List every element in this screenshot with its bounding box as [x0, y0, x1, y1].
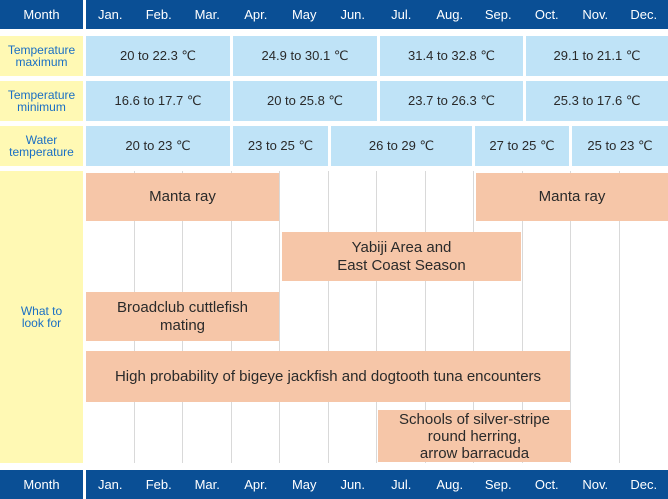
row-label-temp-min-line1: Temperature: [7, 88, 76, 102]
water-temp-range-nov-dec: 25 to 23 ℃: [572, 126, 668, 166]
month-header-bottom-month: Jul.: [391, 477, 412, 492]
month-header-top-month: Feb.: [145, 7, 172, 22]
month-header-top-month: Jan.: [97, 7, 123, 22]
row-label-temp-max-line1: Temperature: [7, 43, 76, 57]
event-manta-ray-late: Manta ray: [476, 173, 668, 221]
row-label-temp-min: Temperature minimum: [0, 81, 83, 121]
month-header-bottom-month: Jan.: [97, 477, 123, 492]
event-yabiji-line1: Yabiji Area and: [351, 238, 452, 256]
month-header-top-month: Sep.: [484, 7, 512, 22]
water-temp-range-jan-mar: 20 to 23 ℃: [86, 126, 230, 166]
event-herring-line2: round herring,: [427, 427, 522, 445]
header-separator: [83, 0, 86, 29]
month-header-top-month: May: [291, 7, 317, 22]
temp-max-range-jan-mar: 20 to 22.3 ℃: [86, 36, 230, 76]
row-label-temp-max: Temperature maximum: [0, 36, 83, 76]
water-temp-range-jun-aug: 26 to 29 ℃: [331, 126, 472, 166]
event-cuttlefish-mating: Broadclub cuttlefish mating: [86, 292, 279, 341]
month-header-top: [0, 0, 668, 29]
month-header-top-month: Jul.: [391, 7, 412, 22]
temp-max-range-oct-dec: 29.1 to 21.1 ℃: [526, 36, 668, 76]
temp-max-range-jul-sep: 31.4 to 32.8 ℃: [380, 36, 523, 76]
month-header-top-month: Nov.: [582, 7, 609, 22]
header-separator: [83, 470, 86, 499]
month-footer-label: Month: [23, 477, 60, 492]
month-header-bottom-month: Mar.: [194, 477, 220, 492]
month-header-bottom-month: Aug.: [436, 477, 464, 492]
month-gridline: [473, 171, 474, 463]
event-cuttlefish-line2: mating: [159, 316, 206, 334]
event-herring-line3: arrow barracuda: [419, 444, 530, 462]
row-label-water-temp-line2: temperature: [9, 145, 74, 159]
month-header-bottom-month: Jun.: [340, 477, 366, 492]
month-header-bottom-month: Apr.: [244, 477, 268, 492]
month-gridline: [619, 171, 620, 463]
row-label-look-for-line1: What to: [20, 304, 63, 318]
row-label-water-temp-line1: Water: [25, 133, 58, 147]
month-header-top-month: Apr.: [244, 7, 268, 22]
month-header-bottom-month: May: [291, 477, 317, 492]
month-gridline: [328, 171, 329, 463]
month-header-label: Month: [23, 7, 60, 22]
event-jackfish-tuna: High probability of bigeye jackfish and …: [86, 351, 570, 402]
temp-min-range-oct-dec: 25.3 to 17.6 ℃: [526, 81, 668, 121]
month-header-bottom-month: Sep.: [484, 477, 512, 492]
month-header-top-month: Mar.: [194, 7, 220, 22]
row-label-look-for: What to look for: [0, 171, 83, 463]
month-header-bottom-month: Oct.: [534, 477, 559, 492]
row-label-water-temp: Water temperature: [0, 126, 83, 166]
event-cuttlefish-line1: Broadclub cuttlefish: [117, 298, 248, 316]
month-header-bottom-month: Nov.: [582, 477, 609, 492]
event-manta-ray-early: Manta ray: [86, 173, 279, 221]
event-yabiji-season: Yabiji Area and East Coast Season: [282, 232, 521, 281]
water-temp-range-sep-oct: 27 to 25 ℃: [475, 126, 569, 166]
event-herring-line1: Schools of silver-stripe: [399, 410, 550, 428]
month-gridline: [376, 171, 377, 463]
temp-min-range-jul-sep: 23.7 to 26.3 ℃: [380, 81, 523, 121]
month-gridline: [279, 171, 280, 463]
temp-min-range-apr-jun: 20 to 25.8 ℃: [233, 81, 377, 121]
event-yabiji-line2: East Coast Season: [337, 256, 466, 274]
temp-max-range-apr-jun: 24.9 to 30.1 ℃: [233, 36, 377, 76]
row-label-temp-min-line2: minimum: [17, 100, 66, 114]
month-gridline: [522, 171, 523, 463]
month-header-top-month: Aug.: [436, 7, 464, 22]
month-gridline: [425, 171, 426, 463]
month-gridline: [570, 171, 571, 463]
month-header-top-month: Jun.: [340, 7, 366, 22]
month-header-top-month: Dec.: [630, 7, 658, 22]
temp-min-range-jan-mar: 16.6 to 17.7 ℃: [86, 81, 230, 121]
event-herring-barracuda: Schools of silver-stripe round herring, ar…: [378, 410, 571, 462]
month-header-bottom-month: Dec.: [630, 477, 658, 492]
row-label-temp-max-line2: maximum: [15, 55, 68, 69]
month-header-bottom-month: Feb.: [145, 477, 172, 492]
month-header-bottom: [0, 470, 668, 499]
water-temp-range-apr-may: 23 to 25 ℃: [233, 126, 328, 166]
month-header-top-month: Oct.: [534, 7, 559, 22]
row-label-look-for-line2: look for: [21, 316, 62, 330]
